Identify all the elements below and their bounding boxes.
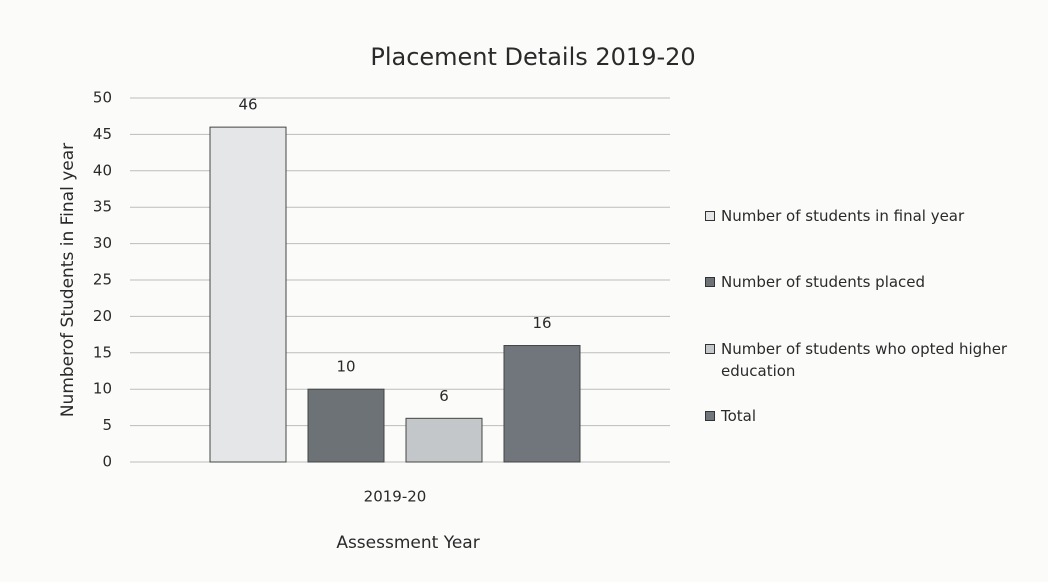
bar [307,388,385,463]
legend-item: Number of students placed [705,271,1048,293]
y-tick-label: 50 [93,89,112,107]
y-tick-label: 15 [93,343,112,361]
data-label: 16 [532,314,551,332]
y-tick-label: 35 [93,198,112,216]
y-tick-label: 30 [93,234,112,252]
bar [209,126,287,463]
legend-item: Number of students who opted higher educ… [705,338,1048,382]
y-tick-label: 20 [93,307,112,325]
x-tick-label: 2019-20 [364,488,427,506]
bar [503,345,581,463]
y-tick-label: 5 [102,416,112,434]
bar [405,417,483,463]
legend-swatch [705,277,715,287]
legend-label: Number of students in final year [721,207,965,225]
legend-item: Number of students in final year [705,205,1048,227]
chart-title: Placement Details 2019-20 [370,43,695,71]
y-axis-title: Numberof Students in Final year [58,143,78,417]
legend-label: Number of students who opted higher educ… [721,340,1008,380]
legend-label: Number of students placed [721,273,926,291]
x-axis-title: Assessment Year [336,533,479,553]
legend-label: Total [721,407,757,425]
legend-swatch [705,211,715,221]
y-tick-label: 10 [93,380,112,398]
legend-item: Total [705,405,1048,427]
y-tick-label: 40 [93,161,112,179]
data-label: 46 [238,96,257,114]
data-label: 10 [336,358,355,376]
y-tick-label: 0 [102,453,112,471]
y-tick-label: 25 [93,271,112,289]
legend-swatch [705,344,715,354]
y-tick-label: 45 [93,125,112,143]
data-label: 6 [439,387,449,405]
legend-swatch [705,411,715,421]
